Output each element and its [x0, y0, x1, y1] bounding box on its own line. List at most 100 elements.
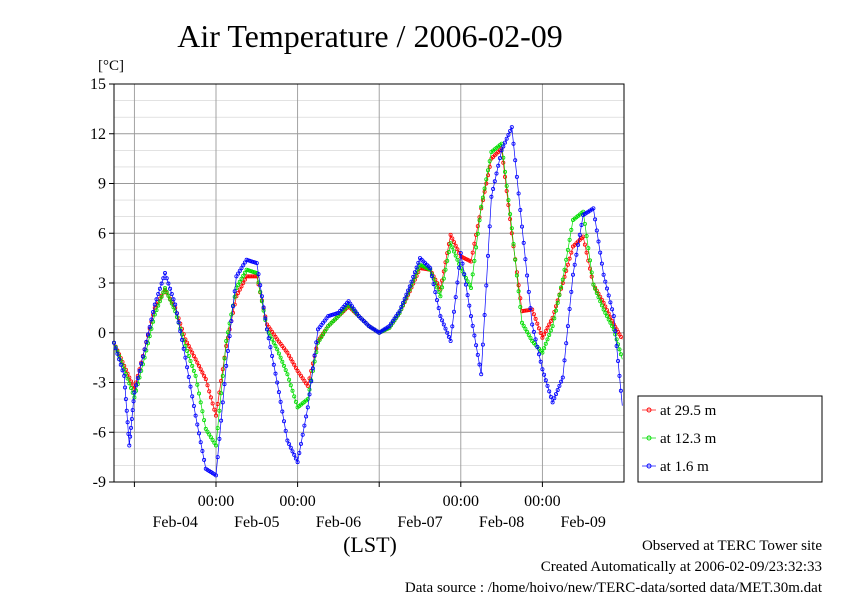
series-point-2 [117, 357, 122, 362]
series-point-2 [128, 434, 133, 439]
series-point-2 [397, 309, 402, 314]
series-point-0 [208, 395, 213, 400]
series-point-2 [608, 300, 613, 305]
series-point-1 [185, 348, 190, 353]
series-point-2 [501, 144, 506, 149]
series-point-2 [171, 297, 176, 302]
series-point-2 [264, 327, 269, 332]
series-point-1 [285, 372, 290, 377]
series-point-0 [501, 160, 506, 165]
series-point-2 [542, 372, 547, 377]
series-point-2 [525, 273, 530, 278]
series-point-2 [460, 261, 465, 266]
series-point-1 [528, 336, 533, 341]
series-point-1 [526, 332, 531, 337]
series-point-2 [232, 289, 237, 294]
series-point-1 [164, 289, 169, 294]
series-point-2 [198, 440, 203, 445]
series-point-1 [293, 399, 298, 404]
x-date-label: Feb-07 [397, 514, 442, 531]
series-point-2 [112, 340, 117, 345]
series-point-1 [198, 400, 203, 405]
series-point-2 [523, 257, 528, 262]
series-point-1 [271, 340, 276, 345]
series-point-2 [149, 317, 154, 322]
series-point-2 [472, 333, 477, 338]
series-point-2 [412, 270, 417, 275]
data-series [112, 125, 623, 478]
series-point-2 [598, 250, 603, 255]
series-point-1 [321, 332, 326, 337]
series-point-2 [166, 281, 171, 286]
series-point-2 [514, 174, 519, 179]
series-point-1 [434, 285, 439, 290]
series-point-1 [215, 426, 220, 431]
series-point-0 [470, 250, 475, 255]
series-point-1 [618, 352, 623, 357]
series-point-2 [131, 399, 136, 404]
series-point-1 [287, 377, 292, 382]
series-point-1 [598, 299, 603, 304]
series-point-0 [293, 365, 298, 370]
series-point-2 [416, 260, 421, 265]
series-point-2 [113, 346, 118, 351]
series-point-1 [440, 285, 445, 290]
series-point-2 [288, 445, 293, 450]
series-point-2 [599, 261, 604, 266]
series-point-0 [205, 383, 210, 388]
series-point-2 [276, 390, 281, 395]
x-tick-time-label: 00:00 [198, 493, 234, 510]
series-point-0 [472, 241, 477, 246]
y-tick-label: -9 [93, 474, 106, 491]
series-point-2 [181, 346, 186, 351]
series-point-2 [438, 314, 443, 319]
series-point-2 [540, 367, 545, 372]
series-point-0 [543, 329, 548, 334]
series-point-2 [533, 337, 538, 342]
legend-label: at 12.3 m [660, 431, 717, 447]
series-point-1 [465, 279, 470, 284]
series-point-1 [477, 218, 482, 223]
series-point-1 [446, 250, 451, 255]
footer-site: Observed at TERC Tower site [642, 538, 822, 554]
series-point-0 [451, 240, 456, 245]
series-point-2 [135, 376, 140, 381]
series-point-1 [484, 177, 489, 182]
series-point-1 [520, 320, 525, 325]
series-point-0 [554, 304, 559, 309]
y-axis-ticks: -9 -6 -3 0 3 6 9 12 15 [90, 76, 114, 491]
series-point-1 [504, 183, 509, 188]
series-point-2 [219, 418, 224, 423]
series-point-1 [455, 257, 460, 262]
series-point-2 [480, 342, 485, 347]
series-point-2 [281, 419, 286, 424]
series-point-2 [564, 341, 569, 346]
series-point-2 [124, 408, 129, 413]
series-point-2 [603, 279, 608, 284]
series-point-2 [191, 403, 196, 408]
series-point-1 [468, 285, 473, 290]
series-point-1 [236, 282, 241, 287]
series-point-2 [237, 268, 242, 273]
x-axis-label: (LST) [343, 532, 397, 557]
series-point-1 [128, 386, 133, 391]
y-tick-label: -6 [93, 424, 106, 441]
series-point-2 [183, 355, 188, 360]
series-point-0 [220, 367, 225, 372]
series-point-2 [594, 228, 599, 233]
series-point-2 [497, 156, 502, 161]
series-point-1 [567, 237, 572, 242]
series-point-0 [219, 378, 224, 383]
series-point-2 [499, 148, 504, 153]
series-point-0 [567, 256, 572, 261]
y-axis-unit: [°C] [98, 58, 124, 74]
series-point-2 [120, 368, 125, 373]
series-point-1 [547, 332, 552, 337]
series-point-2 [569, 289, 574, 294]
series-point-1 [542, 346, 547, 351]
series-point-2 [275, 380, 280, 385]
series-point-1 [202, 418, 207, 423]
series-point-2 [312, 353, 317, 358]
legend-swatch-marker [646, 463, 652, 469]
series-point-2 [128, 425, 133, 430]
